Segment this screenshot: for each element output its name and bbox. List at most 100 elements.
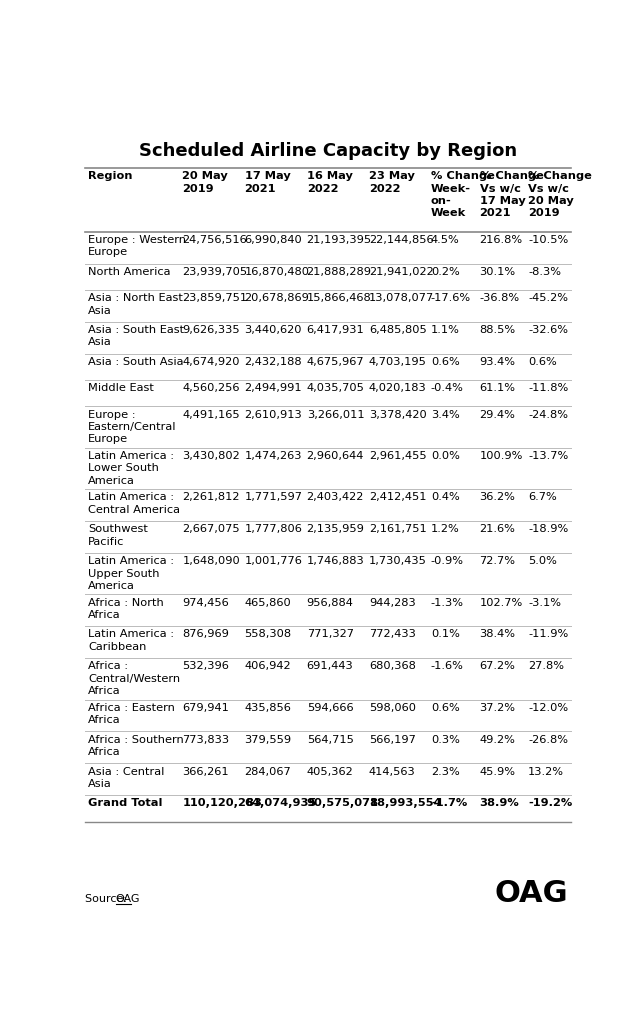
Text: -12.0%: -12.0% <box>528 703 568 713</box>
Text: -1.3%: -1.3% <box>431 597 464 608</box>
Text: 64,074,935: 64,074,935 <box>244 798 317 808</box>
Text: 21,941,022: 21,941,022 <box>369 267 433 276</box>
Text: 0.1%: 0.1% <box>431 629 460 640</box>
Text: 974,456: 974,456 <box>182 597 229 608</box>
Text: 45.9%: 45.9% <box>479 767 515 776</box>
Text: 2,161,751: 2,161,751 <box>369 525 426 534</box>
Text: 4.5%: 4.5% <box>431 235 460 245</box>
Text: 88.5%: 88.5% <box>479 325 516 335</box>
Text: 16 May
2022: 16 May 2022 <box>307 171 353 194</box>
Text: -26.8%: -26.8% <box>528 735 568 744</box>
Text: -11.8%: -11.8% <box>528 383 568 393</box>
Text: -45.2%: -45.2% <box>528 293 568 303</box>
Text: 1,746,883: 1,746,883 <box>307 556 364 566</box>
Text: 4,560,256: 4,560,256 <box>182 383 240 393</box>
Text: 414,563: 414,563 <box>369 767 415 776</box>
Text: 36.2%: 36.2% <box>479 493 515 502</box>
Text: 4,491,165: 4,491,165 <box>182 410 240 419</box>
Text: 680,368: 680,368 <box>369 661 415 672</box>
Text: 3,378,420: 3,378,420 <box>369 410 426 419</box>
Text: -1.6%: -1.6% <box>431 661 464 672</box>
Text: 110,120,283: 110,120,283 <box>182 798 262 808</box>
Text: -36.8%: -36.8% <box>479 293 520 303</box>
Text: 1.1%: 1.1% <box>431 325 460 335</box>
Text: 23,939,705: 23,939,705 <box>182 267 248 276</box>
Text: 956,884: 956,884 <box>307 597 353 608</box>
Text: 532,396: 532,396 <box>182 661 229 672</box>
Text: -18.9%: -18.9% <box>528 525 568 534</box>
Text: 9,626,335: 9,626,335 <box>182 325 240 335</box>
Text: 4,035,705: 4,035,705 <box>307 383 365 393</box>
Text: 88,993,554: 88,993,554 <box>369 798 442 808</box>
Text: Asia : South Asia: Asia : South Asia <box>88 357 184 367</box>
Text: 37.2%: 37.2% <box>479 703 515 713</box>
Text: 2.3%: 2.3% <box>431 767 460 776</box>
Text: 691,443: 691,443 <box>307 661 353 672</box>
Text: 23 May
2022: 23 May 2022 <box>369 171 415 194</box>
Text: -1.7%: -1.7% <box>431 798 467 808</box>
Text: 773,833: 773,833 <box>182 735 230 744</box>
Text: Africa :
Central/Western
Africa: Africa : Central/Western Africa <box>88 661 180 697</box>
Text: 0.6%: 0.6% <box>431 357 460 367</box>
Text: 435,856: 435,856 <box>244 703 291 713</box>
Text: 558,308: 558,308 <box>244 629 292 640</box>
Text: % Change
Vs w/c
20 May
2019: % Change Vs w/c 20 May 2019 <box>528 171 592 218</box>
Text: 93.4%: 93.4% <box>479 357 515 367</box>
Text: Grand Total: Grand Total <box>88 798 163 808</box>
Text: 21,888,289: 21,888,289 <box>307 267 372 276</box>
Text: Scheduled Airline Capacity by Region: Scheduled Airline Capacity by Region <box>139 142 517 159</box>
Text: 2,135,959: 2,135,959 <box>307 525 365 534</box>
Text: 17 May
2021: 17 May 2021 <box>244 171 291 194</box>
Text: 3,266,011: 3,266,011 <box>307 410 364 419</box>
Text: Africa : Southern
Africa: Africa : Southern Africa <box>88 735 184 757</box>
Text: 20 May
2019: 20 May 2019 <box>182 171 228 194</box>
Text: 566,197: 566,197 <box>369 735 415 744</box>
Text: 944,283: 944,283 <box>369 597 415 608</box>
Text: 564,715: 564,715 <box>307 735 353 744</box>
Text: 598,060: 598,060 <box>369 703 416 713</box>
Text: 2,960,644: 2,960,644 <box>307 451 364 461</box>
Text: 16,870,480: 16,870,480 <box>244 267 310 276</box>
Text: Europe : Western
Europe: Europe : Western Europe <box>88 235 186 258</box>
Text: 366,261: 366,261 <box>182 767 229 776</box>
Text: 3,440,620: 3,440,620 <box>244 325 302 335</box>
Text: 1,771,597: 1,771,597 <box>244 493 303 502</box>
Text: Middle East: Middle East <box>88 383 154 393</box>
Text: 20,678,869: 20,678,869 <box>244 293 309 303</box>
Text: 29.4%: 29.4% <box>479 410 515 419</box>
Text: 21,193,395: 21,193,395 <box>307 235 372 245</box>
Text: 38.4%: 38.4% <box>479 629 515 640</box>
Text: 0.2%: 0.2% <box>431 267 460 276</box>
Text: 0.3%: 0.3% <box>431 735 460 744</box>
Text: 3,430,802: 3,430,802 <box>182 451 240 461</box>
Text: -32.6%: -32.6% <box>528 325 568 335</box>
Text: 72.7%: 72.7% <box>479 556 515 566</box>
Text: 13,078,077: 13,078,077 <box>369 293 434 303</box>
Text: % Change
Week-
on-
Week: % Change Week- on- Week <box>431 171 495 218</box>
Text: Latin America :
Caribbean: Latin America : Caribbean <box>88 629 174 652</box>
Text: -19.2%: -19.2% <box>528 798 572 808</box>
Text: Asia : Central
Asia: Asia : Central Asia <box>88 767 164 789</box>
Text: 1.2%: 1.2% <box>431 525 460 534</box>
Text: 2,261,812: 2,261,812 <box>182 493 240 502</box>
Text: -8.3%: -8.3% <box>528 267 561 276</box>
Text: Source:: Source: <box>85 893 131 904</box>
Text: 27.8%: 27.8% <box>528 661 564 672</box>
Text: 2,610,913: 2,610,913 <box>244 410 302 419</box>
Text: 0.0%: 0.0% <box>431 451 460 461</box>
Text: -10.5%: -10.5% <box>528 235 568 245</box>
Text: Latin America :
Upper South
America: Latin America : Upper South America <box>88 556 174 591</box>
Text: 679,941: 679,941 <box>182 703 229 713</box>
Text: 1,730,435: 1,730,435 <box>369 556 427 566</box>
Text: 100.9%: 100.9% <box>479 451 523 461</box>
Text: 24,756,516: 24,756,516 <box>182 235 247 245</box>
Text: 6.7%: 6.7% <box>528 493 557 502</box>
Text: 6,990,840: 6,990,840 <box>244 235 302 245</box>
Text: 22,144,856: 22,144,856 <box>369 235 433 245</box>
Text: 21.6%: 21.6% <box>479 525 515 534</box>
Text: 594,666: 594,666 <box>307 703 353 713</box>
Text: 1,474,263: 1,474,263 <box>244 451 302 461</box>
Text: Latin America :
Central America: Latin America : Central America <box>88 493 180 514</box>
Text: 5.0%: 5.0% <box>528 556 557 566</box>
Text: 0.6%: 0.6% <box>528 357 557 367</box>
